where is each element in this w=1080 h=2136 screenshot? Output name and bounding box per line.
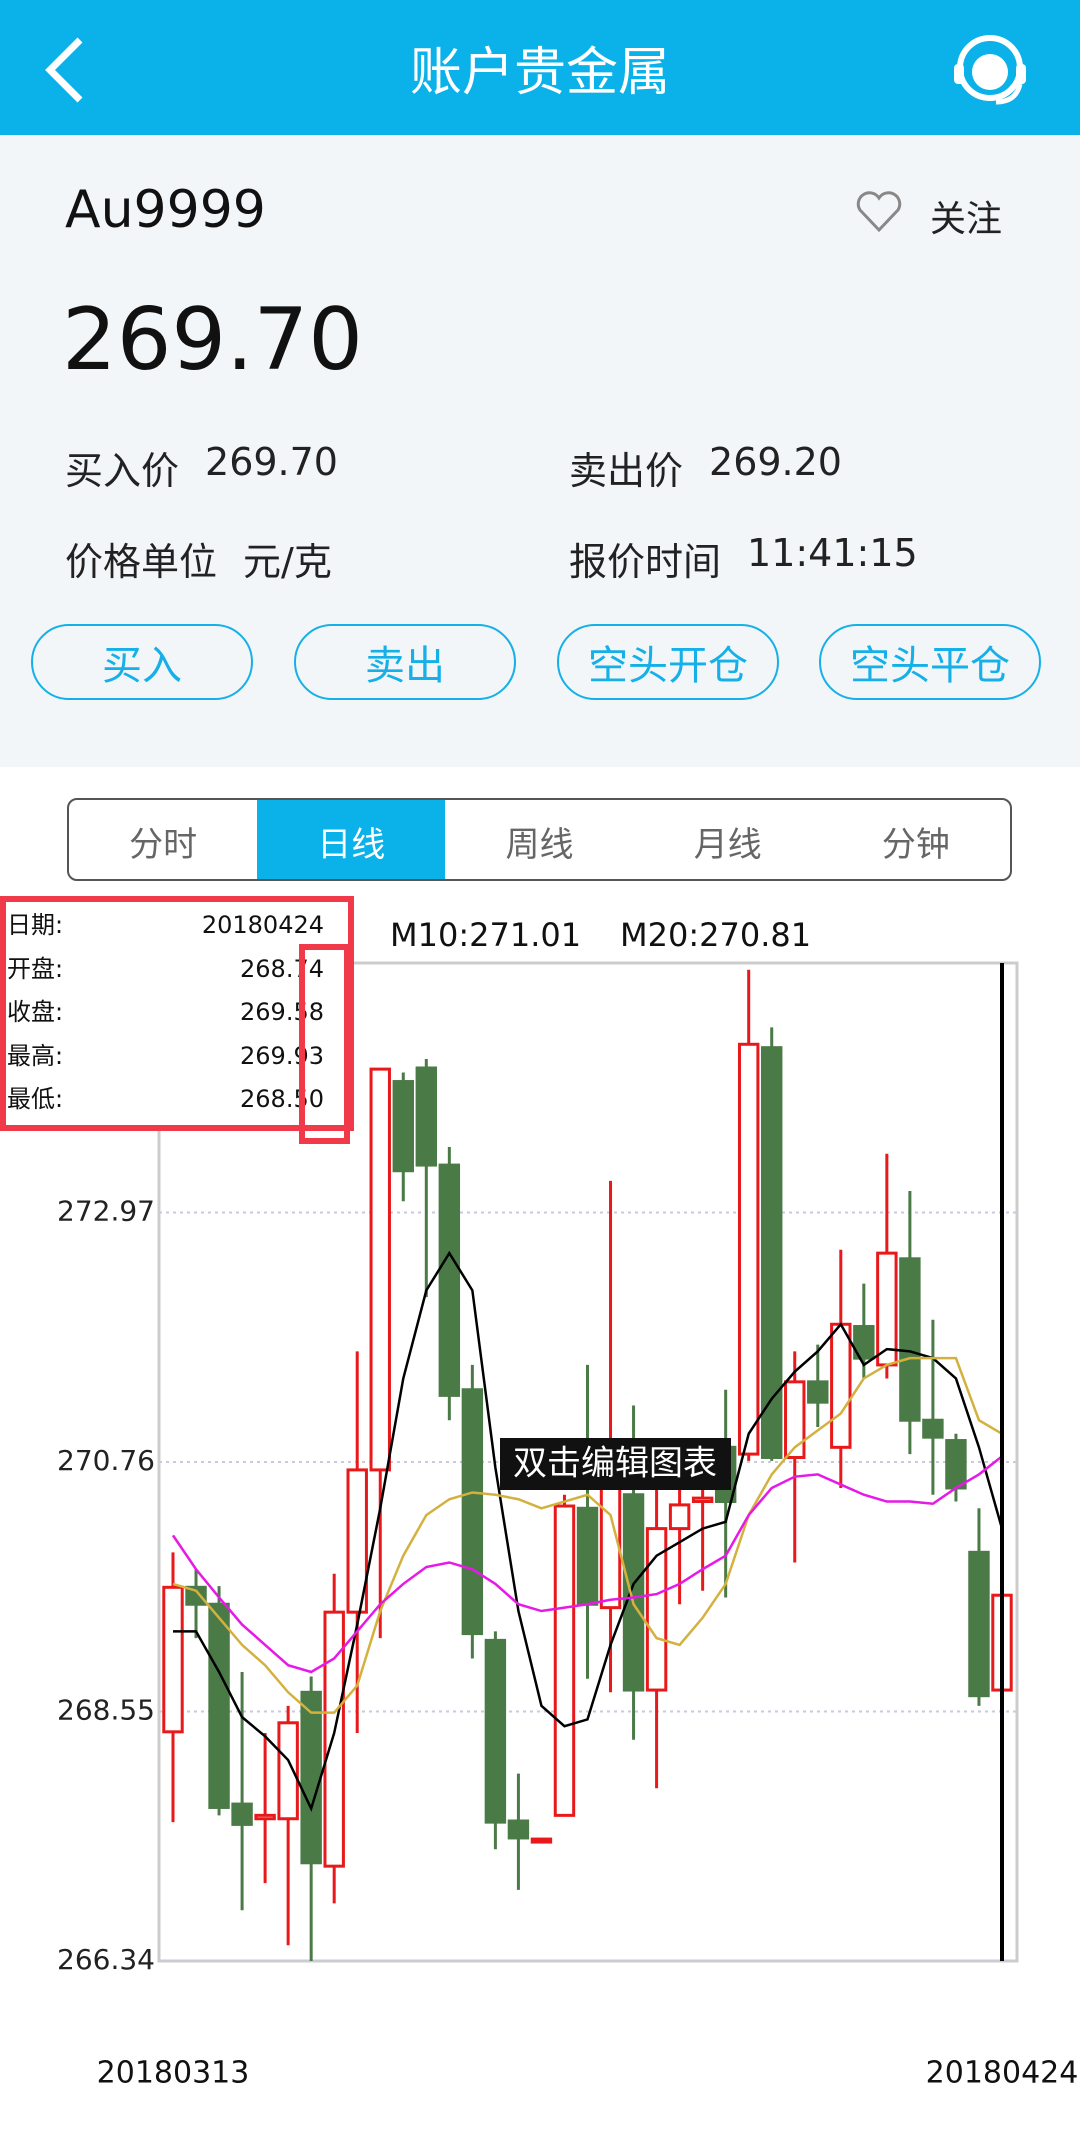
field-label: 价格单位 <box>65 540 218 584</box>
candle-body <box>553 1504 576 1817</box>
candle-body <box>323 1610 345 1868</box>
candle-body <box>392 1080 414 1173</box>
candle-body <box>231 1802 253 1826</box>
candle-body <box>369 1067 391 1472</box>
heart-icon[interactable] <box>855 190 903 234</box>
ma-line <box>173 1250 1004 1813</box>
quote-field: 卖出价 269.20 <box>569 440 842 495</box>
header: 账户贵金属 <box>0 0 1080 135</box>
candle-body <box>922 1418 944 1439</box>
ma-line <box>171 1455 1003 1674</box>
symbol: Au9999 <box>65 180 266 240</box>
candle-body <box>830 1322 852 1449</box>
candle-body <box>300 1690 322 1865</box>
tab[interactable]: 月线 <box>693 825 762 865</box>
ma-line <box>172 1356 1003 1714</box>
info-label: 最低: <box>7 1085 63 1113</box>
action-button[interactable]: 买入 <box>31 624 253 700</box>
quote-field: 价格单位 元/克 <box>65 531 332 586</box>
back-button[interactable] <box>40 35 90 105</box>
candle-body <box>576 1506 599 1606</box>
info-box <box>0 896 354 1131</box>
candle-body <box>277 1721 299 1821</box>
info-label: 日期: <box>7 911 63 939</box>
follow[interactable]: 关注 <box>930 199 1003 240</box>
field-label: 报价时间 <box>569 540 722 584</box>
ma-label: M20:270.81 <box>620 916 811 954</box>
field-value: 11:41:15 <box>747 531 918 575</box>
info-value: 20180424 <box>202 911 324 939</box>
candle-body <box>691 1496 714 1504</box>
y-tick-label: 270.76 <box>57 1444 155 1477</box>
candle-body <box>346 1468 368 1614</box>
candle-body <box>254 1813 276 1821</box>
tooltip-bg <box>500 1438 731 1490</box>
page-title: 账户贵金属 <box>409 43 670 103</box>
highlight-box <box>299 944 350 1144</box>
candle-body <box>461 1388 484 1636</box>
candle-body <box>853 1325 875 1360</box>
tab[interactable]: 日线 <box>257 800 446 879</box>
tab-bar: 分时 日线 周线 月线 分钟 <box>67 798 1012 881</box>
info-label: 最高: <box>7 1042 63 1070</box>
x-tick-label: 20180424 <box>926 2056 1079 2091</box>
candle-body <box>668 1503 691 1531</box>
candle-body <box>622 1493 645 1692</box>
candle-body <box>185 1585 207 1606</box>
candle-body <box>484 1638 507 1824</box>
y-tick-label: 268.55 <box>57 1694 155 1727</box>
field-label: 卖出价 <box>569 449 684 493</box>
y-tick-label: 272.97 <box>57 1195 155 1228</box>
chart: 266.34 268.55 270.76 272.97 20180313 20180424… <box>0 896 1079 2091</box>
candle-body <box>968 1550 990 1698</box>
y-tick-label: 266.34 <box>57 1943 155 1976</box>
action-button[interactable]: 空头开仓 <box>557 624 779 700</box>
candle-body <box>807 1380 829 1404</box>
info-value: 268.74 <box>240 955 324 983</box>
candle-body <box>208 1602 230 1809</box>
action-button[interactable]: 卖出 <box>294 624 516 700</box>
candle-body <box>899 1257 921 1422</box>
candle-body <box>162 1585 184 1734</box>
price: 269.70 <box>62 290 363 390</box>
tab[interactable]: 分时 <box>129 825 198 865</box>
candle-body <box>530 1837 553 1844</box>
quote-panel <box>0 135 1080 767</box>
field-value: 269.20 <box>709 440 842 484</box>
quote-field: 报价时间 11:41:15 <box>569 531 918 586</box>
service-icon[interactable] <box>950 30 1030 110</box>
candle-body <box>737 1042 760 1456</box>
info-value: 269.58 <box>240 998 324 1026</box>
info-label: 开盘: <box>7 955 63 983</box>
info-value: 269.93 <box>240 1042 324 1070</box>
info-label: 收盘: <box>7 998 63 1026</box>
x-tick-label: 20180313 <box>97 2056 250 2091</box>
candle-body <box>507 1819 530 1840</box>
tab[interactable]: 分钟 <box>881 825 950 865</box>
tab[interactable]: 周线 <box>505 825 574 865</box>
candle-body <box>599 1486 622 1610</box>
action-button[interactable]: 空头平仓 <box>819 624 1041 700</box>
field-value: 269.70 <box>205 440 338 484</box>
candle-body <box>784 1380 806 1459</box>
quote-field: 买入价 269.70 <box>65 440 338 495</box>
candle-body <box>438 1163 461 1397</box>
candle-body <box>761 1046 783 1459</box>
tooltip: 双击编辑图表 <box>513 1444 717 1484</box>
field-value: 元/克 <box>243 540 332 584</box>
field-label: 买入价 <box>65 449 180 493</box>
candle-body <box>945 1439 967 1490</box>
candle-body <box>415 1066 438 1167</box>
ma-label: M10:271.01 <box>390 916 581 954</box>
info-value: 268.50 <box>240 1085 324 1113</box>
candle-body <box>645 1527 668 1692</box>
